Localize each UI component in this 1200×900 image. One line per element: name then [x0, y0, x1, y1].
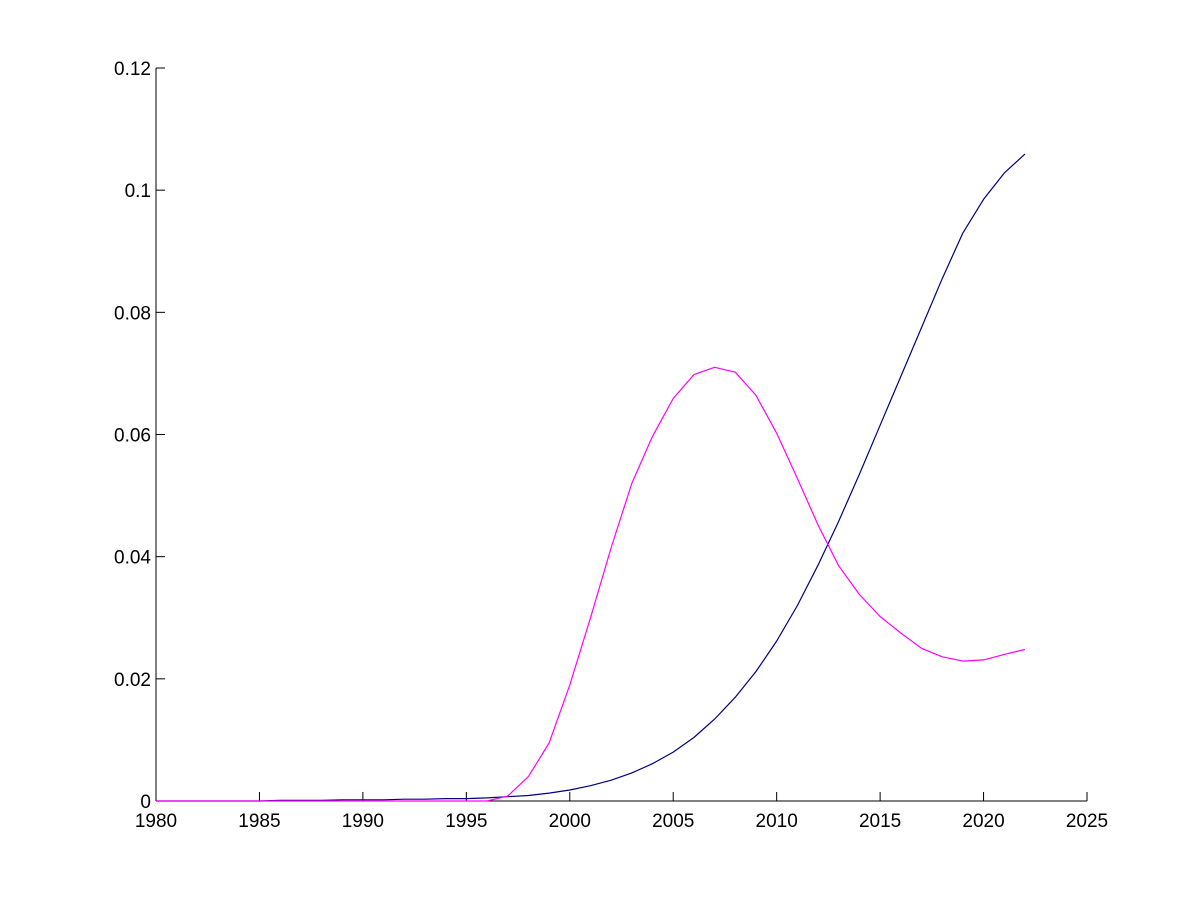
y-tick-label: 0.02 [114, 670, 151, 691]
y-ticks [156, 67, 165, 802]
x-tick-label: 2020 [962, 811, 1004, 832]
x-tick-label: 2000 [549, 811, 591, 832]
y-tick-label: 0.1 [125, 181, 151, 202]
x-tick-label: 1985 [238, 811, 280, 832]
x-tick-labels: 1980 1985 1990 1995 2000 2005 2010 2015 2020 2025 [135, 811, 1108, 832]
x-tick-label: 2025 [1066, 811, 1108, 832]
x-tick-label: 1980 [135, 811, 177, 832]
y-tick-label: 0.12 [114, 59, 151, 80]
series-line-1 [156, 153, 1026, 802]
y-tick-label: 0.08 [114, 303, 151, 324]
x-ticks [155, 792, 1088, 801]
x-tick-label: 1995 [445, 811, 487, 832]
series-line-2 [156, 366, 1026, 802]
y-tick-label: 0.04 [114, 548, 151, 569]
y-tick-labels: 0 0.02 0.04 0.06 0.08 0.1 0.12 [114, 59, 151, 813]
x-tick-label: 2015 [859, 811, 901, 832]
series-layer [156, 153, 1026, 802]
x-tick-label: 1990 [342, 811, 384, 832]
axes [155, 68, 1087, 802]
y-tick-label: 0.06 [114, 426, 151, 447]
x-tick-label: 2010 [756, 811, 798, 832]
x-tick-label: 2005 [652, 811, 694, 832]
y-tick-label: 0 [140, 792, 151, 813]
